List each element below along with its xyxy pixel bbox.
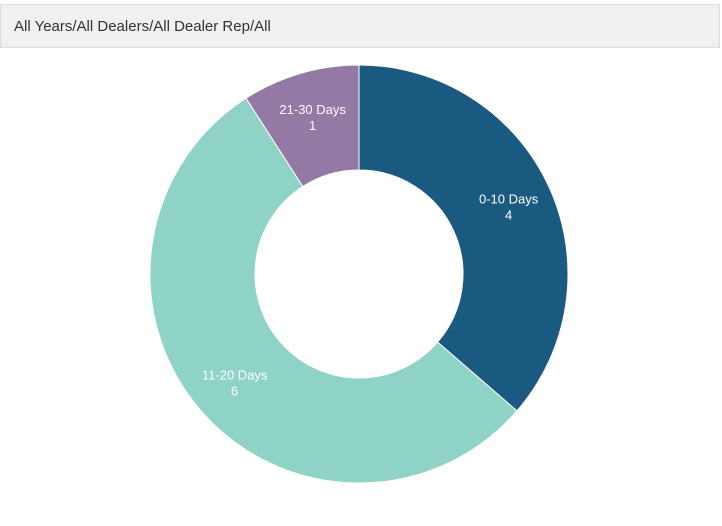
donut-slice-11-20-days[interactable] (149, 97, 518, 484)
slice-value-label: 4 (505, 208, 512, 223)
slice-label: 11-20 Days (202, 368, 268, 383)
slice-label: 0-10 Days (479, 192, 539, 207)
slice-label: 21-30 Days (279, 102, 346, 117)
slice-value-label: 6 (231, 384, 238, 399)
donut-slice-21-30-days[interactable] (245, 64, 360, 188)
panel-title: All Years/All Dealers/All Dealer Rep/All (14, 18, 271, 35)
donut-chart: 0-10 Days 4 11-20 Days 6 21-30 Days 1 (0, 50, 722, 521)
donut-slice-0-10-days[interactable] (358, 64, 569, 412)
panel-header: All Years/All Dealers/All Dealer Rep/All (0, 4, 720, 48)
slice-value-label: 1 (309, 118, 316, 133)
